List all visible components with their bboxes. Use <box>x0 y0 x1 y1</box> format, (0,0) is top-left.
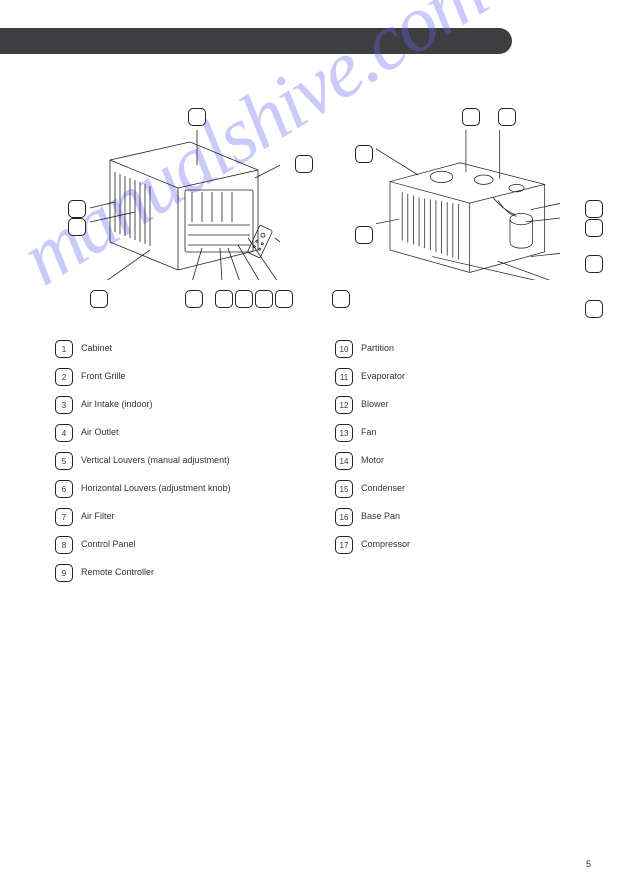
callout-box <box>355 226 373 244</box>
part-label: Partition <box>361 340 394 355</box>
part-number-badge: 4 <box>55 424 73 442</box>
part-label: Horizontal Louvers (adjustment knob) <box>81 480 231 495</box>
part-label: Cabinet <box>81 340 112 355</box>
part-row: 13 Fan <box>335 424 575 448</box>
parts-list: 1 Cabinet 2 Front Grille 3 Air Intake (indoor… <box>55 340 575 592</box>
part-row: 16 Base Pan <box>335 508 575 532</box>
callout-box <box>585 300 603 318</box>
part-number-badge: 16 <box>335 508 353 526</box>
part-row: 14 Motor <box>335 452 575 476</box>
callout-box <box>90 290 108 308</box>
part-label: Air Outlet <box>81 424 119 439</box>
part-number-badge: 10 <box>335 340 353 358</box>
part-label: Condenser <box>361 480 405 495</box>
callout-box <box>215 290 233 308</box>
callout-box <box>295 155 313 173</box>
part-number-badge: 15 <box>335 480 353 498</box>
part-row: 12 Blower <box>335 396 575 420</box>
page-header-bar <box>0 28 512 54</box>
part-number-badge: 6 <box>55 480 73 498</box>
part-row: 2 Front Grille <box>55 368 295 392</box>
part-number-badge: 2 <box>55 368 73 386</box>
part-label: Vertical Louvers (manual adjustment) <box>81 452 230 467</box>
part-number-badge: 3 <box>55 396 73 414</box>
callout-box <box>235 290 253 308</box>
callout-box <box>255 290 273 308</box>
callout-box <box>68 218 86 236</box>
part-label: Control Panel <box>81 536 136 551</box>
part-number-badge: 13 <box>335 424 353 442</box>
indoor-unit-illustration <box>90 130 280 280</box>
part-label: Blower <box>361 396 389 411</box>
outdoor-unit-diagram <box>340 100 590 300</box>
part-number-badge: 5 <box>55 452 73 470</box>
part-label: Base Pan <box>361 508 400 523</box>
indoor-unit-diagram <box>60 100 310 300</box>
part-label: Air Filter <box>81 508 115 523</box>
part-label: Motor <box>361 452 384 467</box>
part-row: 8 Control Panel <box>55 536 295 560</box>
part-number-badge: 1 <box>55 340 73 358</box>
part-row: 5 Vertical Louvers (manual adjustment) <box>55 452 295 476</box>
callout-box <box>185 290 203 308</box>
part-label: Air Intake (indoor) <box>81 396 153 411</box>
outdoor-unit-illustration <box>370 130 560 280</box>
part-row: 17 Compressor <box>335 536 575 560</box>
part-label: Fan <box>361 424 377 439</box>
callout-box <box>462 108 480 126</box>
part-row: 7 Air Filter <box>55 508 295 532</box>
parts-column-right: 10 Partition 11 Evaporator 12 Blower 13 Fan 14 Mo… <box>335 340 575 592</box>
diagram-area <box>40 100 590 320</box>
part-row: 11 Evaporator <box>335 368 575 392</box>
callout-box <box>275 290 293 308</box>
part-number-badge: 14 <box>335 452 353 470</box>
part-label: Compressor <box>361 536 410 551</box>
callout-box <box>585 219 603 237</box>
part-label: Evaporator <box>361 368 405 383</box>
part-row: 1 Cabinet <box>55 340 295 364</box>
part-row: 10 Partition <box>335 340 575 364</box>
callout-box <box>498 108 516 126</box>
callout-box <box>585 200 603 218</box>
callout-box <box>188 108 206 126</box>
part-row: 9 Remote Controller <box>55 564 295 588</box>
parts-column-left: 1 Cabinet 2 Front Grille 3 Air Intake (indoor… <box>55 340 295 592</box>
part-number-badge: 12 <box>335 396 353 414</box>
part-row: 4 Air Outlet <box>55 424 295 448</box>
part-row: 15 Condenser <box>335 480 575 504</box>
part-row: 6 Horizontal Louvers (adjustment knob) <box>55 480 295 504</box>
part-number-badge: 8 <box>55 536 73 554</box>
part-label: Remote Controller <box>81 564 154 579</box>
part-number-badge: 17 <box>335 536 353 554</box>
part-row: 3 Air Intake (indoor) <box>55 396 295 420</box>
callout-box <box>355 145 373 163</box>
part-number-badge: 7 <box>55 508 73 526</box>
part-number-badge: 11 <box>335 368 353 386</box>
callout-box <box>585 255 603 273</box>
part-number-badge: 9 <box>55 564 73 582</box>
page-number: 5 <box>586 859 591 869</box>
callout-box <box>68 200 86 218</box>
part-label: Front Grille <box>81 368 126 383</box>
